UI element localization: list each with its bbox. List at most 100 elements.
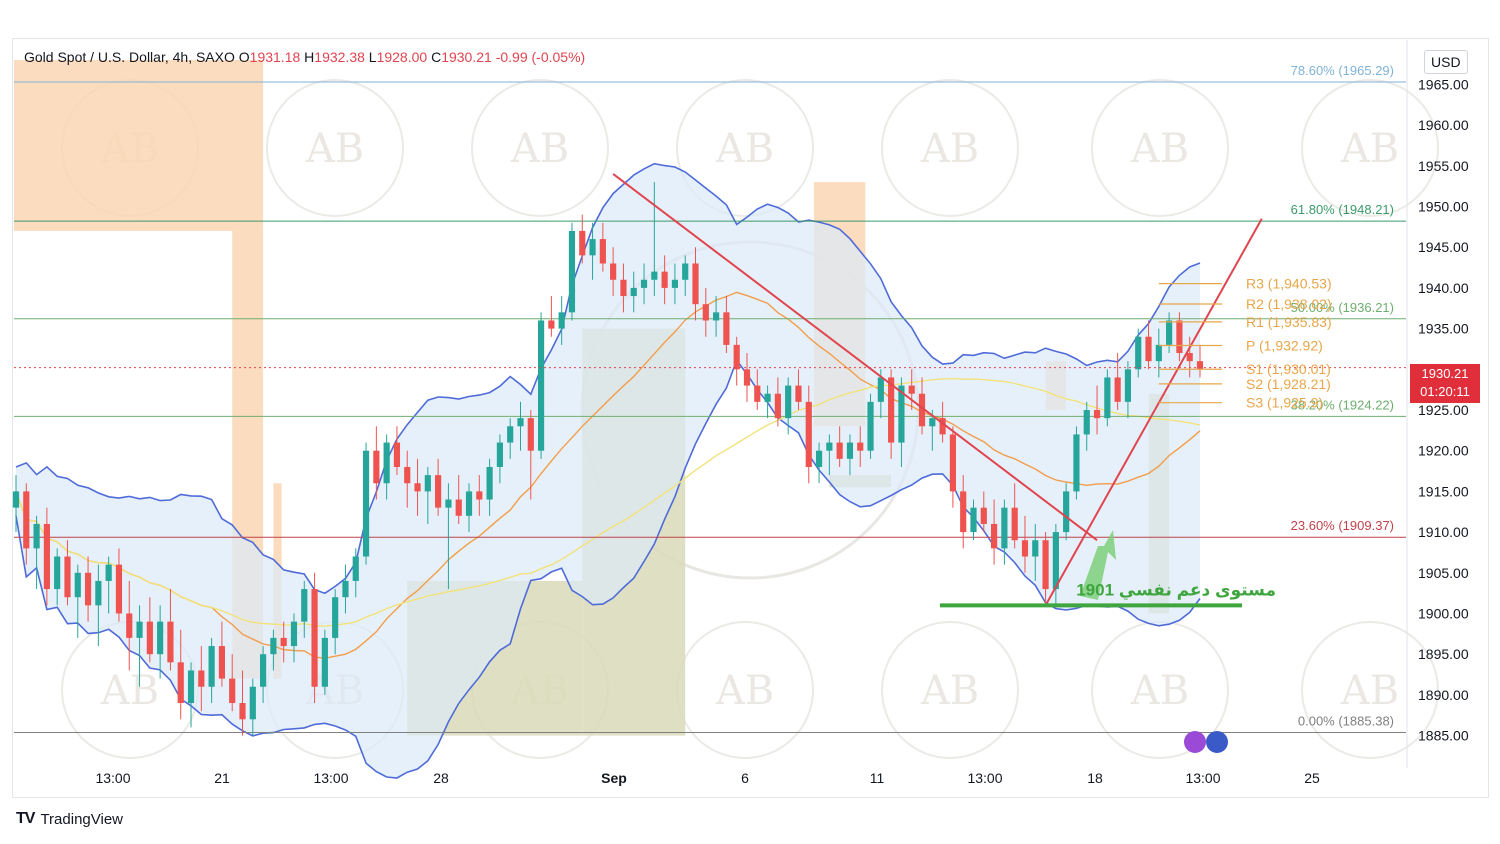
downtrend-line <box>612 173 1098 542</box>
high-value: 1932.38 <box>314 49 365 65</box>
candle-body <box>167 621 174 663</box>
candle-body <box>826 442 833 451</box>
time-tick-label: 11 <box>870 770 885 786</box>
candle-body <box>373 450 380 484</box>
watermark-text: AB <box>920 668 979 714</box>
candle-body <box>43 523 50 590</box>
candle-body <box>692 263 699 305</box>
candle-body <box>929 418 936 427</box>
candle-body <box>949 434 956 492</box>
candle-body <box>332 597 339 638</box>
symbol-name[interactable]: Gold Spot / U.S. Dollar, 4h, SAXO <box>24 49 235 65</box>
us-flag-icon <box>1206 731 1228 753</box>
candle-body <box>126 613 133 638</box>
candle-body <box>630 287 637 297</box>
watermark-text: AB <box>510 126 569 172</box>
last-price-tag: 1930.21 01:20:11 <box>1410 364 1480 403</box>
brand-name: TradingView <box>40 810 123 828</box>
candle-body <box>1093 410 1101 419</box>
watermark-ring <box>1301 621 1439 759</box>
price-tick-label: 1965.00 <box>1418 76 1469 92</box>
price-tick-label: 1925.00 <box>1418 402 1469 418</box>
open-label: O <box>238 49 250 65</box>
candle-body <box>404 466 411 484</box>
fib-label: 0.00% (1885.38) <box>1298 713 1394 728</box>
candle-body <box>414 483 421 492</box>
candle-body <box>1042 540 1049 590</box>
time-tick-label: 6 <box>741 770 749 786</box>
price-tick-label: 1910.00 <box>1418 524 1469 540</box>
price-tick-label: 1900.00 <box>1418 605 1469 621</box>
watermark-text: AB <box>1340 126 1399 172</box>
candle-body <box>54 556 61 590</box>
watermark-ring <box>881 79 1019 217</box>
time-tick-label: 13:00 <box>967 770 1002 786</box>
candle-body <box>867 401 874 451</box>
time-axis[interactable]: 13:00 21 13:00 28 Sep 6 11 13:00 18 13:00 25 <box>95 770 1320 786</box>
candle-body <box>980 507 987 524</box>
candle-body <box>187 670 195 704</box>
candle-body <box>218 646 226 679</box>
candle-body <box>702 304 709 321</box>
candle-body <box>383 442 390 484</box>
candle-body <box>1032 540 1039 557</box>
close-label: C <box>431 49 442 65</box>
candle-body <box>908 385 915 394</box>
pivot-label: R2 (1,938.02) <box>1246 296 1332 312</box>
candle-body <box>157 621 164 655</box>
price-tick-label: 1920.00 <box>1418 443 1469 459</box>
fib-label: 78.60% (1965.29) <box>1291 63 1394 78</box>
low-label: L <box>368 49 377 65</box>
price-tick-label: 1940.00 <box>1418 280 1469 296</box>
tradingview-logo-icon: TV <box>16 810 35 827</box>
watermark-text: AB <box>715 668 774 714</box>
candle-body <box>589 239 596 256</box>
watermark-layer: ABABABABABABABABABABABABABAB <box>61 79 1439 759</box>
candle-body <box>1124 369 1132 402</box>
candle-body <box>785 385 792 419</box>
candle-body <box>1176 320 1183 354</box>
fib-label: 23.60% (1909.37) <box>1291 518 1394 533</box>
candle-body <box>311 589 318 687</box>
candle-body <box>795 385 802 402</box>
bollinger-lower-line <box>15 358 1201 779</box>
candle-body <box>517 418 524 427</box>
candle-body <box>486 466 493 500</box>
fibonacci-levels: 78.60% (1965.29) 61.80% (1948.21) 50.00% (… <box>14 63 1406 733</box>
candle-body <box>1155 344 1162 362</box>
candle-body <box>1083 410 1090 435</box>
fib-label: 61.80% (1948.21) <box>1291 202 1394 217</box>
candle-body <box>723 312 730 345</box>
candle-body <box>177 662 184 704</box>
pivot-label: S3 (1,925.9) <box>1246 395 1323 411</box>
candle-body <box>970 507 977 533</box>
candle-body <box>733 344 740 370</box>
ma-orange-line <box>15 291 1201 660</box>
last-price: 1930.21 <box>1421 366 1469 381</box>
time-tick-label: 13:00 <box>1185 770 1220 786</box>
candle-body <box>682 263 689 280</box>
candle-body <box>301 589 308 622</box>
candle-body <box>754 385 761 402</box>
event-lightning-icon <box>1184 731 1206 753</box>
candle-body <box>1186 353 1193 362</box>
price-tick-label: 1905.00 <box>1418 565 1469 581</box>
watermark-ring <box>1301 79 1439 217</box>
candle-body <box>1021 540 1029 557</box>
candle-body <box>610 263 617 280</box>
watermark-text: AB <box>305 126 364 172</box>
candle-body <box>74 572 81 598</box>
candle-body <box>888 377 895 443</box>
currency-button[interactable]: USD <box>1424 50 1468 74</box>
ma-yellow-line <box>15 377 1201 627</box>
fib-label: 38.20% (1924.22) <box>1291 397 1394 412</box>
time-tick-label: 25 <box>1304 770 1320 786</box>
candle-body <box>496 442 503 467</box>
fib-label: 50.00% (1936.21) <box>1291 300 1394 315</box>
candle-body <box>1114 377 1121 402</box>
candle-body <box>527 418 534 451</box>
candle-body <box>146 621 153 655</box>
tradingview-brand[interactable]: TV TradingView <box>16 810 123 828</box>
candle-body <box>342 580 349 598</box>
